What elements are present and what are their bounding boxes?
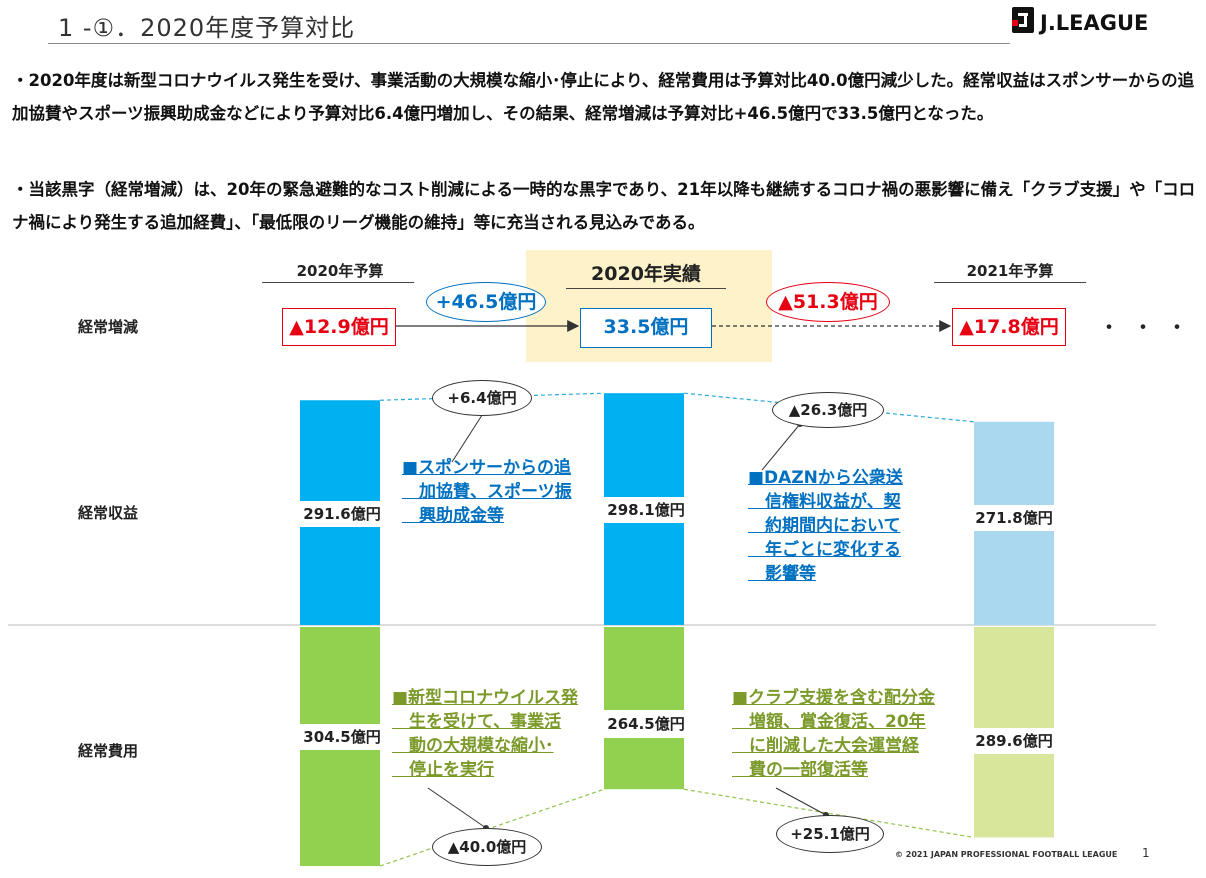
- summary-paragraph-1: ・2020年度は新型コロナウイルス発生を受け、事業活動の大規模な縮小･停止により…: [12, 71, 1195, 123]
- logo-mark-icon: [1012, 7, 1034, 33]
- note-line: ■スポンサーからの追: [402, 458, 572, 478]
- col-header-budget-2020: 2020年予算: [296, 262, 384, 280]
- note-revenue-up: ■スポンサーからの追 加協賛、スポーツ振 興助成金等: [402, 456, 572, 528]
- revenue-label-actual-2020: 298.1億円: [596, 497, 696, 523]
- note-line: ■DAZNから公衆送: [748, 468, 903, 488]
- col-header-budget-2021: 2021年予算: [966, 262, 1054, 280]
- expense-change-down: ▲40.0億円: [432, 828, 542, 866]
- note-revenue-down: ■DAZNから公衆送 信権料収益が、契 約期間内において 年ごとに変化する 影響…: [748, 466, 903, 586]
- note-line: 興助成金等: [402, 506, 504, 526]
- note-line: 年ごとに変化する: [748, 540, 901, 560]
- summary-paragraph-2: ・当該黒字（経常増減）は、20年の緊急避難的なコスト削減による一時的な黒字であり…: [12, 180, 1196, 232]
- net-box-budget-2020: ▲12.9億円: [282, 308, 396, 346]
- pointer-line: [427, 787, 487, 829]
- expense-label-budget-2020: 304.5億円: [292, 724, 392, 750]
- pointer-line: [761, 423, 801, 471]
- pointer-line: [775, 787, 827, 816]
- note-line: ■新型コロナウイルス発: [392, 688, 579, 708]
- col-header-rule-3: [934, 282, 1086, 283]
- continuation-ellipsis: ・・・: [1098, 316, 1201, 341]
- expense-label-budget-2021: 289.6億円: [964, 728, 1064, 754]
- revenue-change-up: +6.4億円: [432, 380, 532, 416]
- note-line: に削減した大会運営経: [732, 736, 919, 756]
- note-line: ■クラブ支援を含む配分金: [732, 688, 936, 708]
- note-line: 影響等: [748, 564, 816, 584]
- net-box-actual-2020: 33.5億円: [580, 308, 712, 348]
- revenue-label-budget-2020: 291.6億円: [292, 501, 392, 527]
- page-number: 1: [1142, 846, 1150, 860]
- note-line: 動の大規模な縮小･: [392, 736, 554, 756]
- logo-text: J.LEAGUE: [1038, 11, 1148, 35]
- note-line: 費の一部復活等: [732, 760, 868, 780]
- net-change-negative: ▲51.3億円: [766, 282, 890, 322]
- expense-change-up: +25.1億円: [776, 815, 884, 853]
- net-box-budget-2021: ▲17.8億円: [952, 308, 1066, 346]
- expense-bar: [604, 627, 684, 790]
- row-label-net: 経常増減: [78, 318, 139, 336]
- note-line: 停止を実行: [392, 760, 494, 780]
- copyright: © 2021 JAPAN PROFESSIONAL FOOTBALL LEAGU…: [895, 850, 1118, 859]
- note-line: 約期間内において: [748, 516, 901, 536]
- page-title: 1 -①．2020年度予算対比: [58, 14, 356, 42]
- revenue-label-budget-2021: 271.8億円: [964, 505, 1064, 531]
- revenue-change-down: ▲26.3億円: [772, 392, 884, 428]
- note-line: 加協賛、スポーツ振: [402, 482, 572, 502]
- row-label-revenue: 経常収益: [78, 504, 139, 522]
- note-line: 生を受けて、事業活: [392, 712, 562, 732]
- note-expense-up: ■クラブ支援を含む配分金 増額、賞金復活、20年 に削減した大会運営経 費の一部…: [732, 686, 935, 782]
- expense-label-actual-2020: 264.5億円: [596, 710, 696, 738]
- jleague-logo: J.LEAGUE: [1008, 4, 1178, 44]
- expense-connector: [379, 788, 605, 867]
- col-header-rule-2: [566, 288, 726, 289]
- note-line: 増額、賞金復活、20年: [732, 712, 926, 732]
- col-header-actual-2020: 2020年実績: [591, 263, 701, 285]
- note-expense-down: ■新型コロナウイルス発 生を受けて、事業活 動の大規模な縮小･ 停止を実行: [392, 686, 578, 782]
- net-change-positive: +46.5億円: [426, 282, 546, 322]
- pointer-line: [451, 411, 485, 463]
- col-header-rule-1: [262, 282, 414, 283]
- note-line: 信権料収益が、契: [748, 492, 901, 512]
- title-rule: [48, 43, 1010, 44]
- row-label-expense: 経常費用: [78, 742, 139, 760]
